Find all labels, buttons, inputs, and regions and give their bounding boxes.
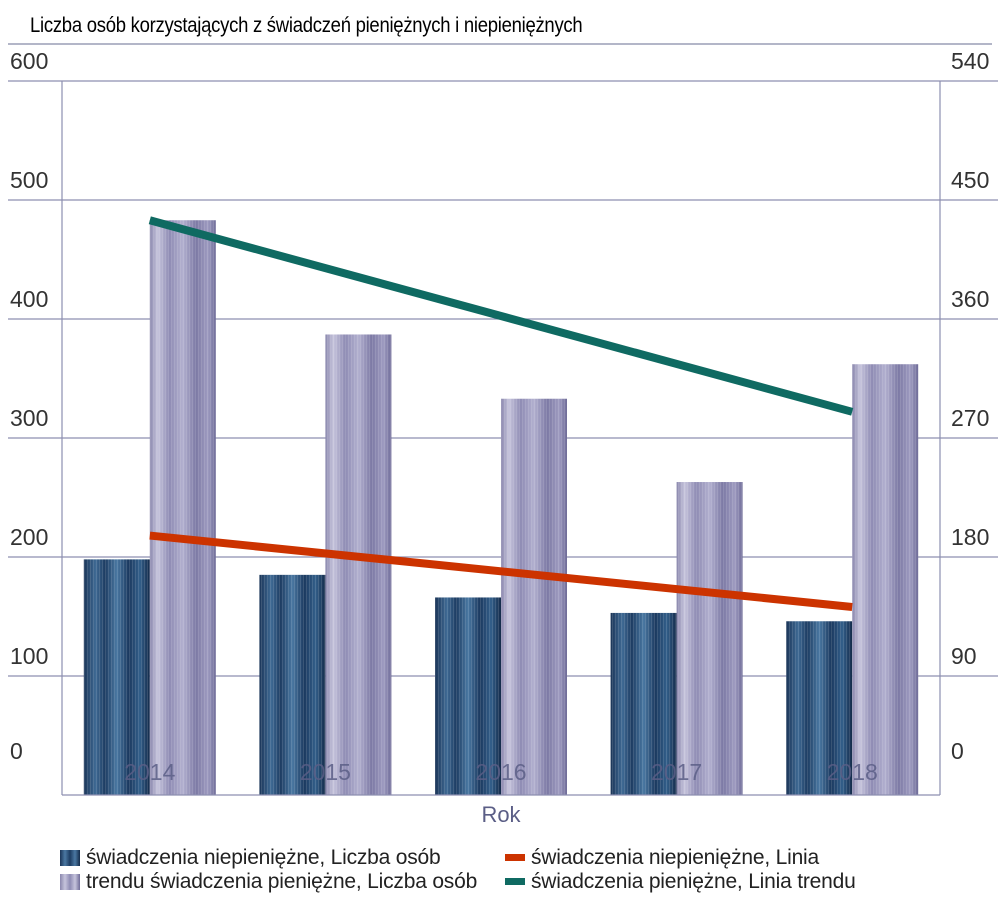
y-tick-label-right: 540 [951,48,989,74]
bars [83,220,919,796]
y-tick-label-right: 180 [951,524,989,550]
axes [61,81,941,796]
y-tick-label-left: 600 [10,48,48,74]
x-tick-label: 2017 [651,759,702,785]
y-tick-label-left: 200 [10,524,48,550]
legend-item-bar-light: trendu świadczenia pieniężne, Liczba osó… [60,870,477,894]
legend-label: trendu świadczenia pieniężne, Liczba osó… [86,870,478,893]
legend-swatch-red-line [505,853,525,861]
bar-texture [259,574,326,795]
title-divider [8,43,992,45]
legend-item-line-red: świadczenia niepieniężne, Linia [505,846,819,870]
trend-line [149,531,853,611]
x-tick-label: 2016 [475,759,526,785]
y-tick-label-left: 500 [10,167,48,193]
legend-swatch-teal-line [505,877,525,885]
y-tick-label-left: 0 [10,738,23,764]
bar-texture [852,364,919,795]
y-tick-label-left: 300 [10,405,48,431]
x-tick-label: 2014 [124,759,175,785]
x-axis-label: Rok [481,802,521,827]
legend-swatch-light-bar [60,874,80,891]
legend-swatch-dark-bar [60,850,80,867]
trend-lines [148,216,854,611]
legend-label: świadczenia niepieniężne, Liczba osób [86,846,441,869]
y-tick-label-left: 400 [10,286,48,312]
y-tick-label-right: 270 [951,405,989,431]
legend-item-bar-dark: świadczenia niepieniężne, Liczba osób [60,846,441,870]
bar-texture [676,482,743,795]
bar-texture [325,334,392,795]
legend-label: świadczenia pieniężne, Linia trendu [531,870,856,893]
bar-texture [83,559,150,795]
bar-texture [501,398,567,795]
x-tick-label: 2018 [827,759,878,785]
y-tick-label-left: 100 [10,643,48,669]
y-tick-label-right: 360 [951,286,989,312]
bar-texture [786,621,853,795]
x-tick-label: 2015 [300,759,351,785]
y-tick-label-right: 90 [951,643,977,669]
legend-label: świadczenia niepieniężne, Linia [531,846,819,869]
legend-item-line-teal: świadczenia pieniężne, Linia trendu [505,870,856,894]
trend-line [148,216,854,416]
y-tick-label-right: 450 [951,167,989,193]
bar-texture [435,597,501,795]
bar-texture [149,220,216,796]
y-tick-label-right: 0 [951,738,964,764]
bar-texture [610,612,677,795]
tick-labels: 0 100 200 300 400 500 600 0 90 180 270 360 450 540 201… [10,48,989,827]
chart-title: Liczba osób korzystających z świadczeń p… [30,14,583,37]
